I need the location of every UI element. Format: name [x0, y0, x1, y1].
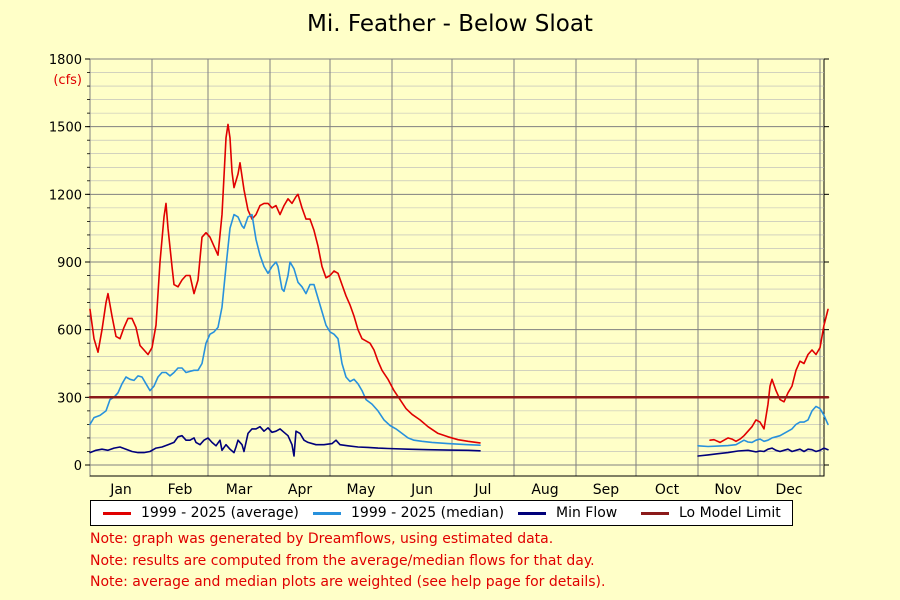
month-label-aug: Aug [531, 482, 558, 498]
legend-label-min-flow: Min Flow [556, 505, 618, 521]
y-tick-label: 1500 [49, 121, 82, 136]
y-tick-label: 1800 [49, 53, 82, 68]
month-label-jul: Jul [474, 482, 492, 498]
legend-label-median: 1999 - 2025 (median) [351, 505, 505, 521]
series-line-1999-2025-average-segment-1 [709, 308, 829, 444]
month-label-sep: Sep [593, 482, 620, 498]
axes: 0 300 600 900 1200 1500 1800 (cfs) Jan Feb Mar Apr M… [49, 53, 829, 498]
y-tick-label: 0 [74, 459, 82, 474]
series-line-1999-2025-median-segment-1 [697, 405, 829, 448]
legend-item-min-flow: Min Flow [518, 505, 617, 521]
legend-item-median: 1999 - 2025 (median) [313, 505, 504, 521]
series-line-1999-2025-average-segment-0 [89, 123, 481, 444]
y-tick-label: 600 [57, 324, 82, 339]
legend: 1999 - 2025 (average) 1999 - 2025 (media… [90, 500, 793, 526]
month-label-may: May [347, 482, 376, 498]
month-label-jun: Jun [410, 482, 433, 498]
legend-item-average: 1999 - 2025 (average) [103, 505, 299, 521]
series-line-min-flow-segment-1 [697, 447, 829, 457]
chart-title: Mi. Feather - Below Sloat [307, 11, 593, 37]
month-label-dec: Dec [775, 482, 802, 498]
y-unit-label: (cfs) [53, 73, 82, 88]
notes: Note: graph was generated by Dreamflows,… [90, 529, 605, 594]
legend-swatch-min-flow [518, 511, 546, 515]
legend-item-lo-model-limit: Lo Model Limit [641, 505, 781, 521]
y-tick-label: 300 [57, 391, 82, 406]
plot-area [89, 58, 825, 477]
legend-label-average: 1999 - 2025 (average) [141, 505, 299, 521]
note-weighted-plots: Note: average and median plots are weigh… [90, 574, 606, 590]
legend-swatch-average [103, 511, 131, 515]
series-line-1999-2025-median-segment-0 [89, 213, 481, 447]
month-label-jan: Jan [109, 482, 132, 498]
month-label-mar: Mar [226, 482, 253, 498]
month-label-nov: Nov [714, 482, 741, 498]
series-line-min-flow-segment-0 [89, 425, 481, 457]
legend-swatch-median [313, 511, 341, 515]
y-tick-label: 1200 [49, 188, 82, 203]
legend-label-lo-model-limit: Lo Model Limit [679, 505, 781, 521]
legend-swatch-lo-model-limit [641, 511, 669, 515]
note-computed-flows: Note: results are computed from the aver… [90, 552, 595, 569]
month-label-apr: Apr [288, 482, 312, 498]
y-tick-label: 900 [57, 256, 82, 271]
month-label-oct: Oct [655, 482, 680, 498]
series-lines [88, 123, 830, 457]
note-estimated-data: Note: graph was generated by Dreamflows,… [90, 531, 554, 547]
month-label-feb: Feb [168, 482, 193, 498]
